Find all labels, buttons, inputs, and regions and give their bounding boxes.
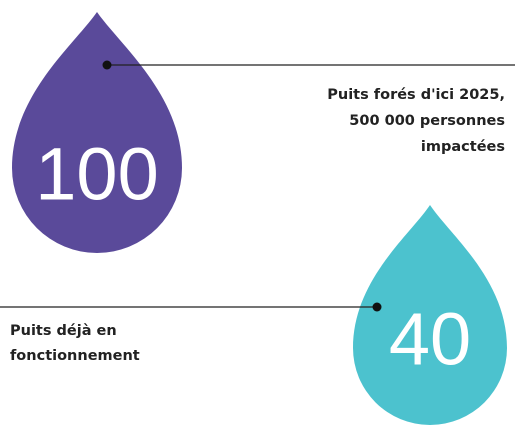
drop-purple <box>12 12 182 253</box>
label: 500 000 personnes <box>349 113 505 129</box>
drop-teal <box>353 205 507 425</box>
connector-dot <box>102 60 112 70</box>
connector-dot <box>372 302 382 312</box>
number: 40 <box>389 298 471 381</box>
label: impactées <box>421 139 505 155</box>
label: Puits déjà en <box>10 323 117 339</box>
number: 100 <box>35 133 158 216</box>
label: fonctionnement <box>10 348 140 364</box>
label: Puits forés d'ici 2025, <box>327 87 505 103</box>
